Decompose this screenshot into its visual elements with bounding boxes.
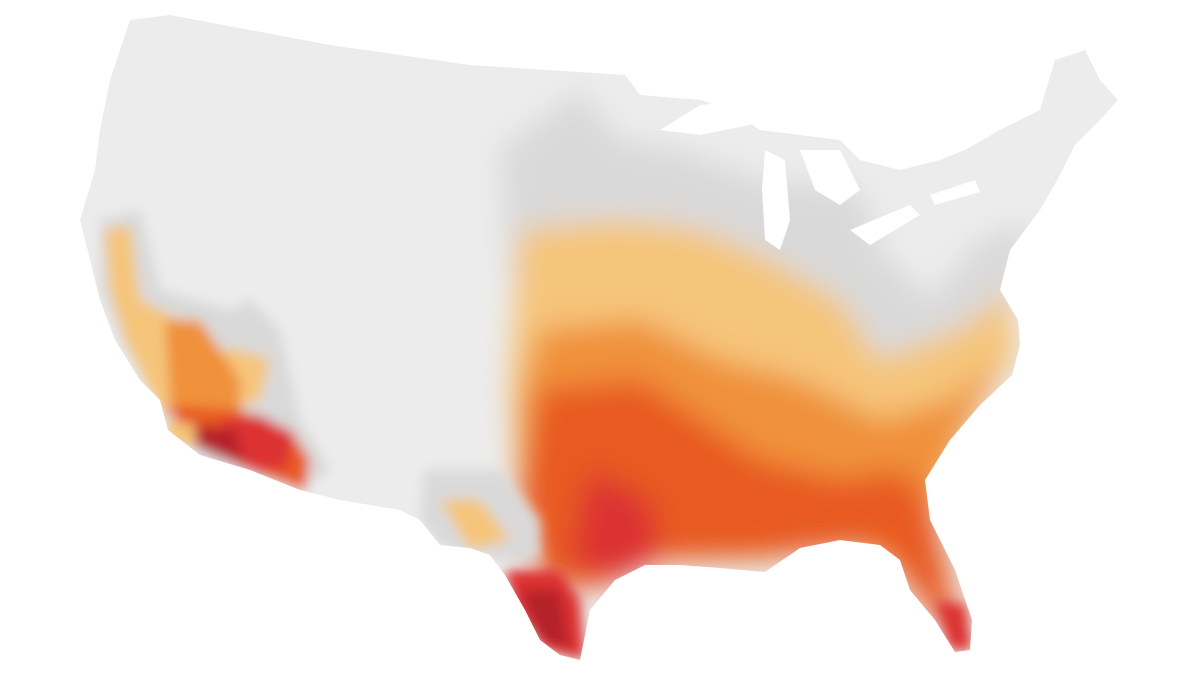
data-regions-tips: [420, 470, 972, 660]
region-california-medium: [165, 320, 240, 420]
lake-huron: [800, 150, 860, 205]
region-desert-extreme: [195, 425, 245, 465]
lake-michigan: [762, 150, 790, 250]
region-west-texas-light: [440, 500, 510, 550]
region-high: [520, 380, 960, 640]
lake-ontario: [930, 180, 980, 205]
data-regions-east: [500, 90, 1030, 640]
region-south-texas-extreme: [520, 590, 570, 650]
lake-erie: [850, 205, 920, 245]
region-south-florida: [935, 600, 972, 650]
choropleth-layer: [100, 90, 1030, 660]
lake-superior: [660, 100, 790, 135]
region-very-high: [570, 470, 660, 580]
data-regions-west: [100, 210, 330, 490]
great-lakes: [660, 100, 980, 250]
